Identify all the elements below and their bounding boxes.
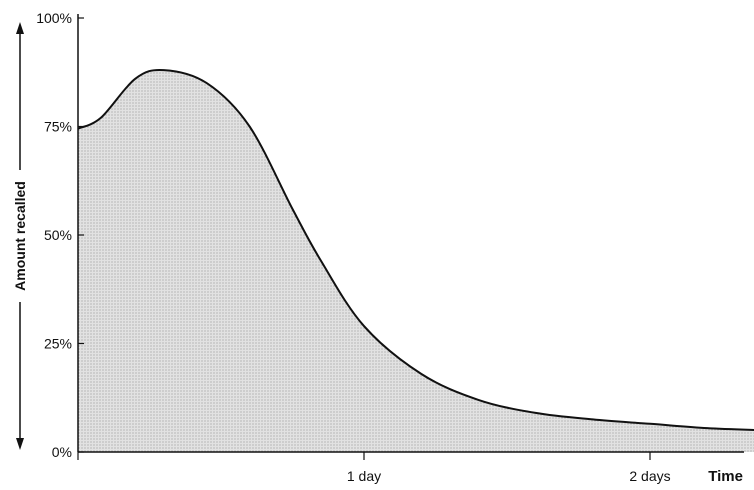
y-axis-label: Amount recalled [12,181,28,291]
x-tick-label: 2 days [629,468,670,484]
y-tick-label: 75% [44,119,72,135]
recall-curve-line [77,68,754,431]
arrow-up-icon [16,22,24,34]
plot-area: 0% 25% 50% 75% 100% 1 day 2 days Time Amount rec… [12,10,754,485]
x-axis-label: Time [708,468,743,485]
recall-area-fill [78,69,754,452]
y-tick-label: 100% [36,10,72,26]
x-tick-label: 1 day [347,468,381,484]
y-tick-label: 50% [44,227,72,243]
arrow-down-icon [16,438,24,450]
y-tick-label: 25% [44,336,72,352]
y-tick-label: 0% [52,444,72,460]
